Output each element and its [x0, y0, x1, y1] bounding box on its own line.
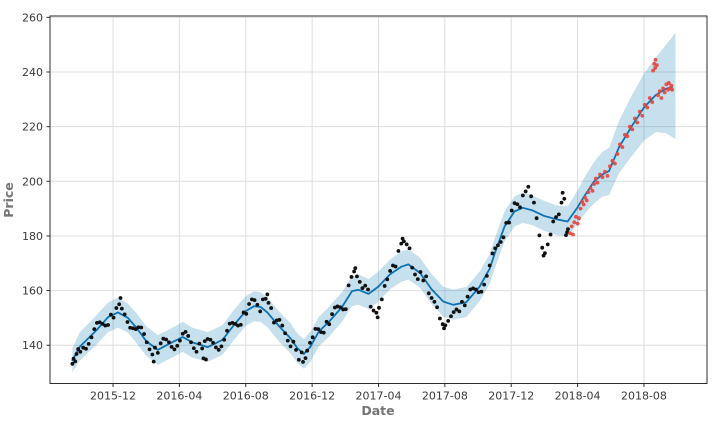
y-tick-label: 180 [22, 230, 43, 243]
x-tick-label: 2018-08 [621, 390, 667, 403]
x-axis-label: Date [361, 403, 394, 418]
x-tick-label: 2016-08 [223, 390, 269, 403]
x-tick-label: 2015-12 [90, 390, 136, 403]
x-tick-label: 2016-04 [156, 390, 202, 403]
y-axis-label: Price [1, 182, 16, 218]
y-tick-label: 240 [22, 66, 43, 79]
x-tick-label: 2018-04 [555, 390, 601, 403]
y-tick-label: 140 [22, 339, 43, 352]
train-scatter-black-dots [70, 184, 570, 366]
trend-line [71, 86, 674, 362]
y-tick-label: 220 [22, 121, 43, 134]
y-tick-labels: 140 160 180 200 220 240 260 [22, 11, 43, 352]
y-tick-label: 200 [22, 175, 43, 188]
uncertainty-band [72, 32, 676, 373]
x-tick-label: 2017-08 [422, 390, 468, 403]
y-tick-label: 260 [22, 11, 43, 24]
x-tick-labels: 2015-12 2016-04 2016-08 2016-12 2017-04 2017-… [90, 390, 667, 403]
tick-marks [46, 16, 645, 387]
x-tick-label: 2017-12 [488, 390, 534, 403]
y-tick-label: 160 [22, 285, 43, 298]
x-tick-label: 2017-04 [356, 390, 402, 403]
x-tick-label: 2016-12 [289, 390, 335, 403]
test-scatter-red-dots [568, 57, 675, 237]
